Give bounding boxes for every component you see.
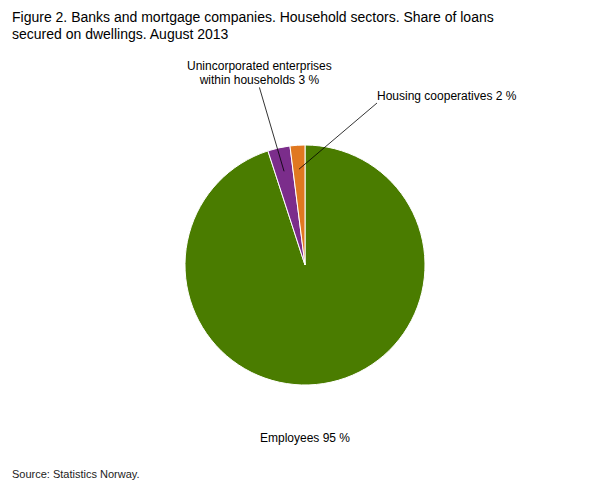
pie-slice — [290, 145, 305, 265]
chart-svg: Figure 2. Banks and mortgage companies. … — [0, 0, 610, 488]
slice-label: Housing cooperatives 2 % — [377, 89, 517, 103]
text-line: Housing cooperatives 2 % — [377, 89, 517, 103]
text-line: secured on dwellings. August 2013 — [12, 26, 229, 42]
slice-label: Employees 95 % — [260, 431, 350, 445]
text-line: Employees 95 % — [260, 431, 350, 445]
source: Source: Statistics Norway. — [12, 468, 140, 480]
pie: Employees 95 % Unincorporated enterprises… — [185, 59, 517, 444]
slice-label: Unincorporated enterpriseswithin househo… — [187, 59, 332, 87]
pie-slice — [268, 146, 305, 265]
pie-slice — [185, 145, 425, 385]
leader-line — [299, 103, 377, 169]
text-line: Figure 2. Banks and mortgage companies. … — [12, 9, 494, 25]
title: Figure 2. Banks and mortgage companies. … — [12, 9, 494, 42]
text-line: Unincorporated enterprises — [187, 59, 332, 73]
leader-line — [259, 87, 284, 171]
text-line: within households 3 % — [199, 73, 320, 87]
